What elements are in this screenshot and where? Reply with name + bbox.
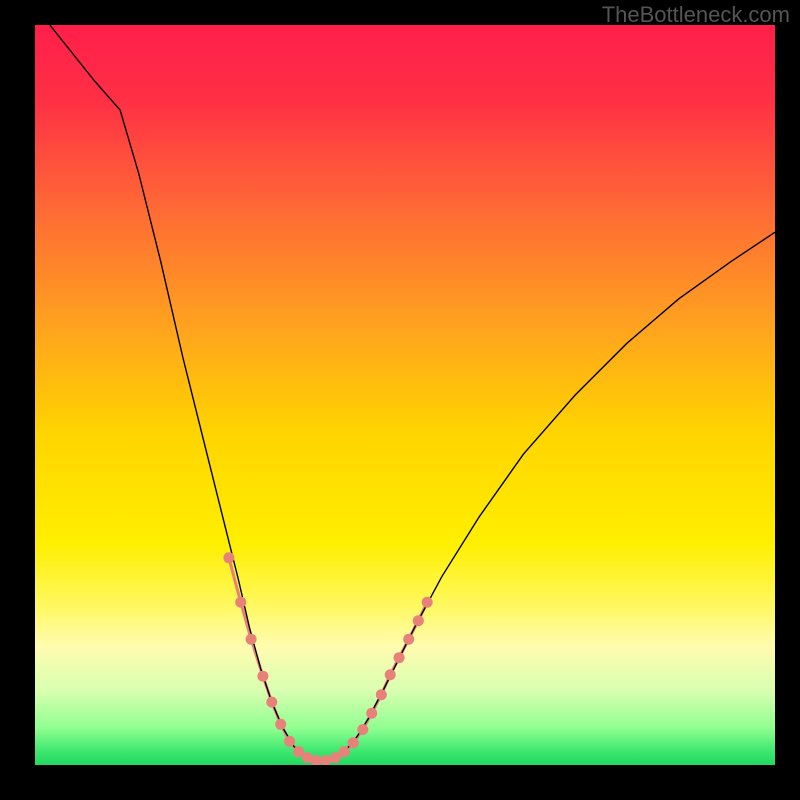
chart-plot-area	[35, 25, 775, 765]
chart-svg	[35, 25, 775, 765]
chart-background	[35, 25, 775, 765]
watermark-text: TheBottleneck.com	[602, 2, 790, 28]
